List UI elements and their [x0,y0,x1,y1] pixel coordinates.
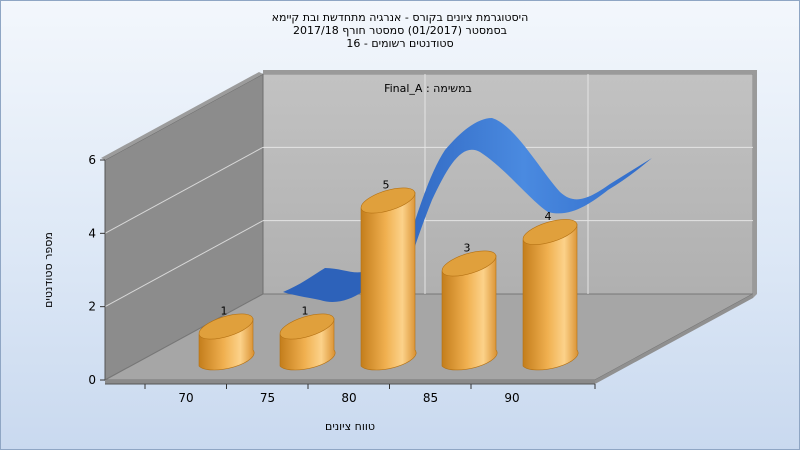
y-axis-title: מספר סטודנטים [42,232,55,308]
bar [441,250,498,371]
data-label: 1 [302,305,309,318]
chart-title-line-3: סטודנטים רשומים - 16 [346,37,454,50]
back-wall [262,73,754,295]
x-tick-label: 85 [423,391,438,405]
y-tick-label: 0 [88,373,96,387]
data-labels: 1 1 5 3 4 [221,179,552,318]
distribution-curve [283,118,652,303]
bars [198,187,579,371]
bar-top [441,250,497,277]
y-tick-label: 4 [88,226,96,240]
bar-top [360,187,416,214]
curve-ribbon-main [395,118,652,290]
bar-top [279,313,335,340]
gridline-side [104,146,264,234]
curve-ribbon-left [283,268,362,303]
x-axis-title: טווח ציונים [325,420,375,433]
x-tick-label: 80 [341,391,356,405]
chart-title-line-2: בסמסטר (01/2017) סמסטר חורף 2017/18 [293,24,507,37]
x-tick-label: 75 [260,391,275,405]
plot-walls [101,70,757,384]
bar-body [360,192,417,371]
bar [279,313,336,371]
floor-right-edge [595,294,753,384]
bar [360,187,417,371]
x-tick-label: 90 [504,391,519,405]
data-label: 1 [221,305,228,318]
x-tick-label: 70 [178,391,193,405]
data-label: 4 [545,210,552,223]
task-annotation: במשימה : Final_A [384,82,472,95]
y-tick-label: 6 [88,153,96,167]
chart-title-line-1: היסטוגרמת ציונים בקורס - אנרגיה מתחדשת ו… [271,11,529,24]
y-tick-label: 2 [88,300,96,314]
bar [198,313,255,371]
data-label: 5 [383,179,390,192]
bar-top [198,313,254,340]
data-label: 3 [464,242,471,255]
gridline-side [104,220,264,308]
side-wall-top-edge [101,72,263,160]
floor-front-edge [105,380,595,384]
bar-body [522,223,579,371]
axes: 0 2 4 6 70 75 80 85 90 [88,153,596,405]
bar-top [522,219,578,245]
bar [522,219,579,371]
bar-body [441,255,498,371]
back-wall-right-edge [753,70,757,298]
back-wall-top-edge [263,70,757,74]
